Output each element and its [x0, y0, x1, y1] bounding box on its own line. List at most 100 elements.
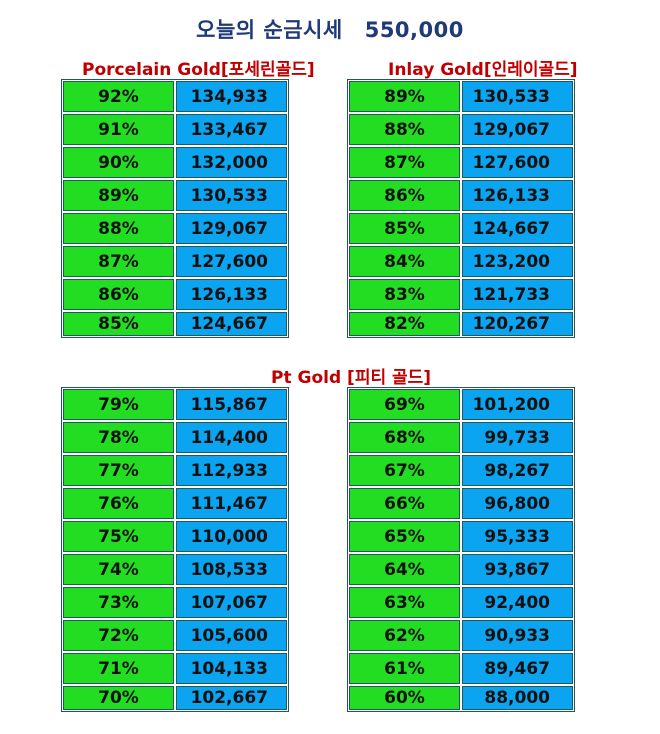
purity-cell: 78% — [63, 422, 174, 453]
purity-cell: 90% — [63, 147, 174, 178]
price-cell: 133,467 — [176, 114, 287, 145]
table-row: 67% 98,267 — [349, 455, 573, 486]
price-cell: 124,667 — [176, 312, 287, 336]
price-cell: 127,600 — [176, 246, 287, 277]
price-cell: 123,200 — [462, 246, 573, 277]
price-cell: 115,867 — [176, 389, 287, 420]
title-text: 오늘의 순금시세 — [196, 18, 343, 42]
price-cell: 120,267 — [462, 312, 573, 336]
purity-cell: 77% — [63, 455, 174, 486]
table-row: 61% 89,467 — [349, 653, 573, 684]
table-row: 76% 111,467 — [63, 488, 287, 519]
section-title-porcelain: Porcelain Gold[포세린골드] — [82, 60, 315, 80]
table-row: 64% 93,867 — [349, 554, 573, 585]
purity-cell: 64% — [349, 554, 460, 585]
price-cell: 121,733 — [462, 279, 573, 310]
price-cell: 112,933 — [176, 455, 287, 486]
price-cell: 129,067 — [176, 213, 287, 244]
table-row: 92% 134,933 — [63, 81, 287, 112]
purity-cell: 65% — [349, 521, 460, 552]
price-cell: 127,600 — [462, 147, 573, 178]
price-cell: 134,933 — [176, 81, 287, 112]
table-row: 88% 129,067 — [349, 114, 573, 145]
price-cell: 107,067 — [176, 587, 287, 618]
page-title: 오늘의 순금시세 550,000 — [0, 14, 660, 44]
price-cell: 105,600 — [176, 620, 287, 651]
table-row: 86% 126,133 — [63, 279, 287, 310]
price-cell: 126,133 — [176, 279, 287, 310]
table-row: 63% 92,400 — [349, 587, 573, 618]
purity-cell: 66% — [349, 488, 460, 519]
price-cell: 90,933 — [462, 620, 573, 651]
price-cell: 111,467 — [176, 488, 287, 519]
table-row: 73% 107,067 — [63, 587, 287, 618]
purity-cell: 85% — [63, 312, 174, 336]
purity-cell: 74% — [63, 554, 174, 585]
table-row: 91% 133,467 — [63, 114, 287, 145]
table-row: 62% 90,933 — [349, 620, 573, 651]
table-row: 74% 108,533 — [63, 554, 287, 585]
purity-cell: 92% — [63, 81, 174, 112]
table-row: 83% 121,733 — [349, 279, 573, 310]
price-cell: 93,867 — [462, 554, 573, 585]
price-cell: 114,400 — [176, 422, 287, 453]
price-cell: 126,133 — [462, 180, 573, 211]
purity-cell: 67% — [349, 455, 460, 486]
price-cell: 104,133 — [176, 653, 287, 684]
purity-cell: 89% — [349, 81, 460, 112]
table-porcelain: 92% 134,933 91% 133,467 90% 132,000 89% 130,533… — [61, 79, 289, 338]
table-row: 70% 102,667 — [63, 686, 287, 710]
table-row: 66% 96,800 — [349, 488, 573, 519]
purity-cell: 86% — [349, 180, 460, 211]
table-row: 87% 127,600 — [63, 246, 287, 277]
purity-cell: 85% — [349, 213, 460, 244]
table-row: 82% 120,267 — [349, 312, 573, 336]
price-cell: 88,000 — [462, 686, 573, 710]
price-cell: 92,400 — [462, 587, 573, 618]
table-row: 75% 110,000 — [63, 521, 287, 552]
table-row: 68% 99,733 — [349, 422, 573, 453]
purity-cell: 61% — [349, 653, 460, 684]
purity-cell: 88% — [349, 114, 460, 145]
purity-cell: 72% — [63, 620, 174, 651]
table-pt-right: 69% 101,200 68% 99,733 67% 98,267 66% 96,800 65%… — [347, 387, 575, 712]
purity-cell: 86% — [63, 279, 174, 310]
price-cell: 124,667 — [462, 213, 573, 244]
purity-cell: 63% — [349, 587, 460, 618]
price-cell: 110,000 — [176, 521, 287, 552]
table-pt-left: 79% 115,867 78% 114,400 77% 112,933 76% 111,467… — [61, 387, 289, 712]
table-row: 87% 127,600 — [349, 147, 573, 178]
purity-cell: 70% — [63, 686, 174, 710]
purity-cell: 75% — [63, 521, 174, 552]
purity-cell: 68% — [349, 422, 460, 453]
table-row: 69% 101,200 — [349, 389, 573, 420]
purity-cell: 89% — [63, 180, 174, 211]
table-row: 88% 129,067 — [63, 213, 287, 244]
table-row: 79% 115,867 — [63, 389, 287, 420]
table-row: 72% 105,600 — [63, 620, 287, 651]
price-cell: 101,200 — [462, 389, 573, 420]
purity-cell: 73% — [63, 587, 174, 618]
purity-cell: 91% — [63, 114, 174, 145]
gold-price: 550,000 — [364, 18, 464, 42]
purity-cell: 87% — [349, 147, 460, 178]
price-cell: 132,000 — [176, 147, 287, 178]
table-row: 86% 126,133 — [349, 180, 573, 211]
table-row: 89% 130,533 — [63, 180, 287, 211]
table-row: 89% 130,533 — [349, 81, 573, 112]
price-cell: 96,800 — [462, 488, 573, 519]
section-title-inlay: Inlay Gold[인레이골드] — [388, 60, 578, 80]
purity-cell: 82% — [349, 312, 460, 336]
table-row: 78% 114,400 — [63, 422, 287, 453]
table-row: 84% 123,200 — [349, 246, 573, 277]
purity-cell: 76% — [63, 488, 174, 519]
price-cell: 102,667 — [176, 686, 287, 710]
table-inlay: 89% 130,533 88% 129,067 87% 127,600 86% 126,133… — [347, 79, 575, 338]
price-cell: 98,267 — [462, 455, 573, 486]
purity-cell: 60% — [349, 686, 460, 710]
purity-cell: 83% — [349, 279, 460, 310]
section-title-pt: Pt Gold [피티 골드] — [271, 368, 432, 388]
table-row: 71% 104,133 — [63, 653, 287, 684]
price-cell: 108,533 — [176, 554, 287, 585]
price-cell: 129,067 — [462, 114, 573, 145]
